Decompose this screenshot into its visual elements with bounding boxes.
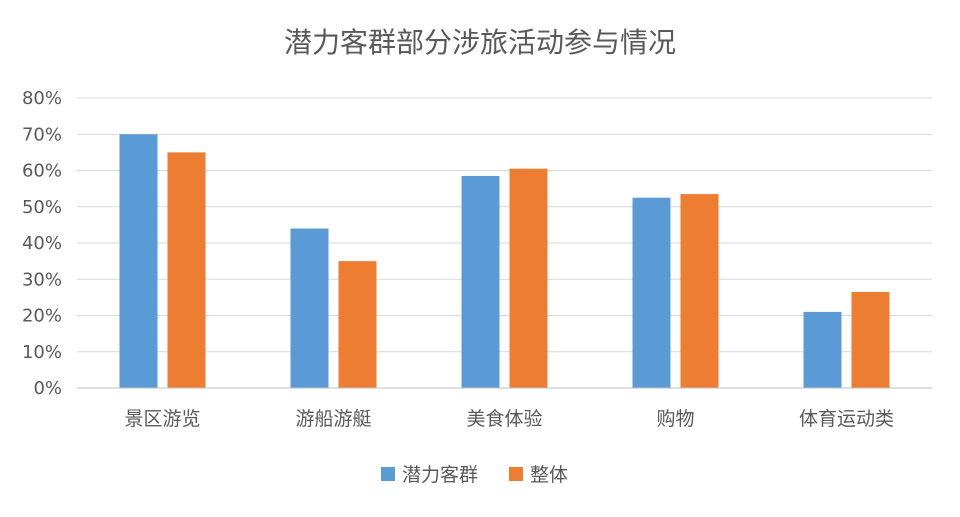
x-category-label: 游船游艇: [295, 408, 371, 430]
bar-potential: [632, 197, 671, 388]
y-tick-label: 80%: [22, 88, 62, 109]
bar-overall: [680, 194, 719, 388]
bar-overall: [509, 168, 548, 388]
y-tick-label: 10%: [22, 342, 62, 363]
x-category-label: 购物: [656, 408, 694, 430]
legend-label: 整体: [530, 464, 568, 486]
y-tick-label: 60%: [22, 161, 62, 182]
gridlines: [77, 97, 932, 353]
legend: 潜力客群 整体: [381, 464, 568, 486]
bar-overall: [338, 261, 377, 388]
bars: [119, 134, 890, 388]
legend-item: 整体: [509, 464, 568, 486]
legend-swatch: [381, 467, 395, 481]
legend-swatch: [509, 467, 523, 481]
bar-potential: [290, 228, 329, 388]
x-category-label: 美食体验: [466, 408, 542, 430]
bar-potential: [461, 175, 500, 388]
legend-label: 潜力客群: [402, 464, 478, 486]
y-tick-label: 0%: [33, 378, 62, 399]
y-tick-label: 20%: [22, 306, 62, 327]
y-axis-tick-labels: 0% 10% 20% 30% 40% 50% 60% 70% 80%: [22, 88, 62, 399]
chart-title: 潜力客群部分涉旅活动参与情况: [284, 26, 676, 59]
x-category-label: 景区游览: [124, 408, 200, 430]
y-tick-label: 70%: [22, 124, 62, 145]
y-tick-label: 40%: [22, 233, 62, 254]
y-tick-label: 30%: [22, 269, 62, 290]
y-tick-label: 50%: [22, 197, 62, 218]
bar-potential: [119, 134, 158, 388]
bar-overall: [167, 152, 206, 388]
legend-item: 潜力客群: [381, 464, 478, 486]
bar-potential: [803, 311, 842, 388]
x-category-label: 体育运动类: [799, 408, 894, 430]
x-axis-category-labels: 景区游览 游船游艇 美食体验 购物 体育运动类: [124, 408, 894, 430]
bar-overall: [851, 291, 890, 388]
